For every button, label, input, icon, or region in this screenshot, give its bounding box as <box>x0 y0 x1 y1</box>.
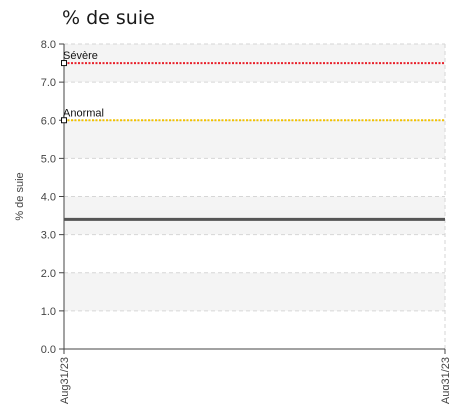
reference-marker <box>61 60 67 67</box>
background-band <box>64 120 445 159</box>
background-band <box>64 196 445 235</box>
tick-labels: 0.0 1.0 2.0 3.0 4.0 5.0 6.0 7.0 8.0 Aug31/23 Aug31… <box>14 39 449 404</box>
y-tick-label: 3.0 <box>41 230 56 242</box>
y-tick-label: 8.0 <box>41 39 56 51</box>
background-band <box>64 158 445 197</box>
axes <box>59 43 446 354</box>
reference-lines: Sévère Anormal <box>61 50 445 124</box>
reference-label: Sévère <box>63 50 98 62</box>
y-tick-label: 5.0 <box>41 153 56 165</box>
y-tick-label: 7.0 <box>41 77 56 89</box>
y-tick-label: 2.0 <box>41 268 56 280</box>
gridlines <box>63 43 446 349</box>
reference-label: Anormal <box>63 107 104 119</box>
background-band <box>64 82 445 121</box>
chart-title: % de suie <box>62 7 155 29</box>
background-band <box>64 234 445 273</box>
background-band <box>64 310 445 349</box>
y-tick-label: 6.0 <box>41 115 56 127</box>
x-tick-label: Aug31/23 <box>440 357 449 404</box>
x-tick-label: Aug31/23 <box>59 357 71 404</box>
y-tick-label: 4.0 <box>41 192 56 204</box>
reference-marker <box>61 117 67 124</box>
y-tick-label: 0.0 <box>41 344 56 356</box>
y-axis-label: % de suie <box>14 172 26 220</box>
background-band <box>64 272 445 311</box>
background-bands <box>64 44 445 349</box>
y-tick-label: 1.0 <box>41 306 56 318</box>
